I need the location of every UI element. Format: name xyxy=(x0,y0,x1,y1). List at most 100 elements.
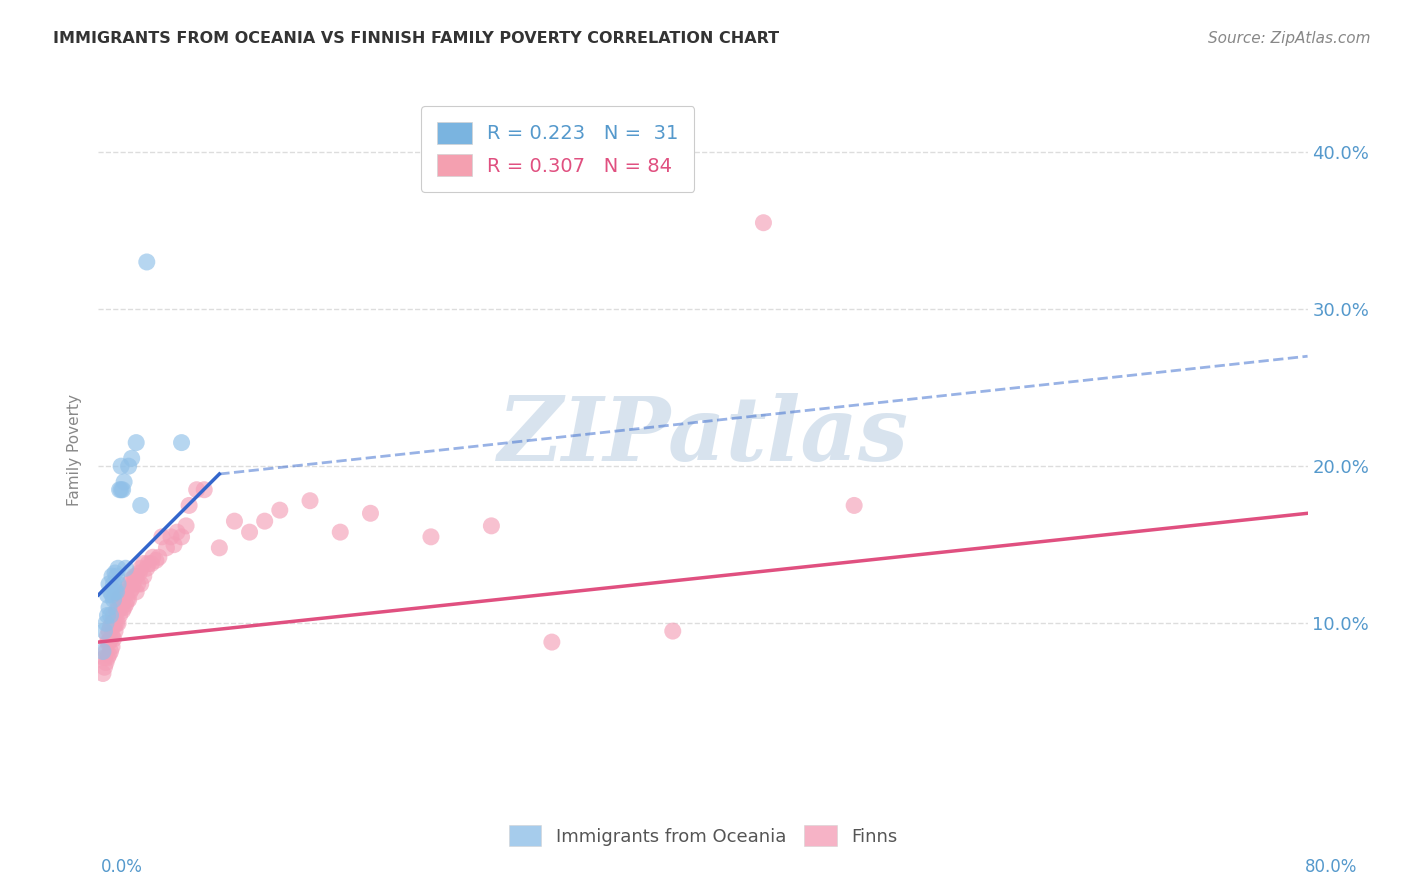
Point xyxy=(540,635,562,649)
Point xyxy=(121,572,143,586)
Point xyxy=(110,459,132,474)
Point xyxy=(118,459,141,474)
Point xyxy=(96,629,118,643)
Point xyxy=(179,499,201,513)
Point xyxy=(103,632,125,646)
Point xyxy=(101,640,124,654)
Point xyxy=(224,514,246,528)
Point xyxy=(121,582,143,596)
Point xyxy=(208,541,231,555)
Point xyxy=(105,569,128,583)
Point xyxy=(96,635,118,649)
Point xyxy=(114,598,136,612)
Point xyxy=(114,561,136,575)
Point xyxy=(107,577,129,591)
Point xyxy=(105,604,128,618)
Point xyxy=(101,616,124,631)
Point xyxy=(104,566,127,580)
Point xyxy=(239,525,262,540)
Point xyxy=(129,561,152,575)
Point xyxy=(104,624,127,639)
Point xyxy=(104,616,127,631)
Point xyxy=(105,592,128,607)
Text: 0.0%: 0.0% xyxy=(101,858,143,876)
Text: 80.0%: 80.0% xyxy=(1305,858,1357,876)
Point xyxy=(115,592,138,607)
Point xyxy=(96,608,118,623)
Point xyxy=(94,656,117,670)
Point xyxy=(101,588,124,602)
Point xyxy=(420,530,443,544)
Point xyxy=(174,519,197,533)
Point xyxy=(661,624,683,639)
Point xyxy=(360,506,382,520)
Point xyxy=(125,435,148,450)
Point xyxy=(170,530,193,544)
Point xyxy=(96,650,118,665)
Point xyxy=(108,592,131,607)
Text: ZIPatlas: ZIPatlas xyxy=(498,392,908,479)
Point xyxy=(108,483,131,497)
Point xyxy=(93,660,115,674)
Point xyxy=(110,588,132,602)
Point xyxy=(122,577,145,591)
Point xyxy=(110,483,132,497)
Point xyxy=(129,577,152,591)
Point xyxy=(103,608,125,623)
Point xyxy=(98,600,121,615)
Point xyxy=(111,604,134,618)
Point xyxy=(111,592,134,607)
Point xyxy=(107,561,129,575)
Point xyxy=(93,624,115,639)
Point xyxy=(94,616,117,631)
Point xyxy=(166,525,188,540)
Point xyxy=(103,619,125,633)
Legend: Immigrants from Oceania, Finns: Immigrants from Oceania, Finns xyxy=(502,818,904,854)
Point xyxy=(94,644,117,658)
Point xyxy=(105,616,128,631)
Point xyxy=(132,557,155,571)
Point xyxy=(253,514,276,528)
Point xyxy=(96,588,118,602)
Point xyxy=(98,648,121,662)
Point xyxy=(752,216,775,230)
Y-axis label: Family Poverty: Family Poverty xyxy=(67,394,83,507)
Point xyxy=(329,525,352,540)
Point xyxy=(148,550,170,565)
Point xyxy=(186,483,208,497)
Text: IMMIGRANTS FROM OCEANIA VS FINNISH FAMILY POVERTY CORRELATION CHART: IMMIGRANTS FROM OCEANIA VS FINNISH FAMIL… xyxy=(53,31,779,46)
Point xyxy=(91,644,114,658)
Point xyxy=(108,608,131,623)
Point xyxy=(115,582,138,596)
Point xyxy=(112,600,135,615)
Point xyxy=(125,584,148,599)
Point xyxy=(128,566,150,580)
Point xyxy=(105,584,128,599)
Point xyxy=(155,541,177,555)
Point xyxy=(103,592,125,607)
Point xyxy=(100,584,122,599)
Point xyxy=(118,592,141,607)
Point xyxy=(93,650,115,665)
Point xyxy=(145,553,167,567)
Point xyxy=(125,569,148,583)
Point xyxy=(142,550,165,565)
Point xyxy=(299,493,322,508)
Point xyxy=(103,577,125,591)
Point xyxy=(141,557,163,571)
Point xyxy=(150,530,173,544)
Point xyxy=(135,561,157,575)
Point xyxy=(132,569,155,583)
Point xyxy=(112,475,135,489)
Point xyxy=(193,483,215,497)
Point xyxy=(101,569,124,583)
Text: Source: ZipAtlas.com: Source: ZipAtlas.com xyxy=(1208,31,1371,46)
Point xyxy=(100,608,122,623)
Point xyxy=(120,584,142,599)
Point xyxy=(124,569,146,583)
Point xyxy=(163,538,186,552)
Point xyxy=(114,584,136,599)
Point xyxy=(100,632,122,646)
Point xyxy=(121,451,143,466)
Point xyxy=(100,619,122,633)
